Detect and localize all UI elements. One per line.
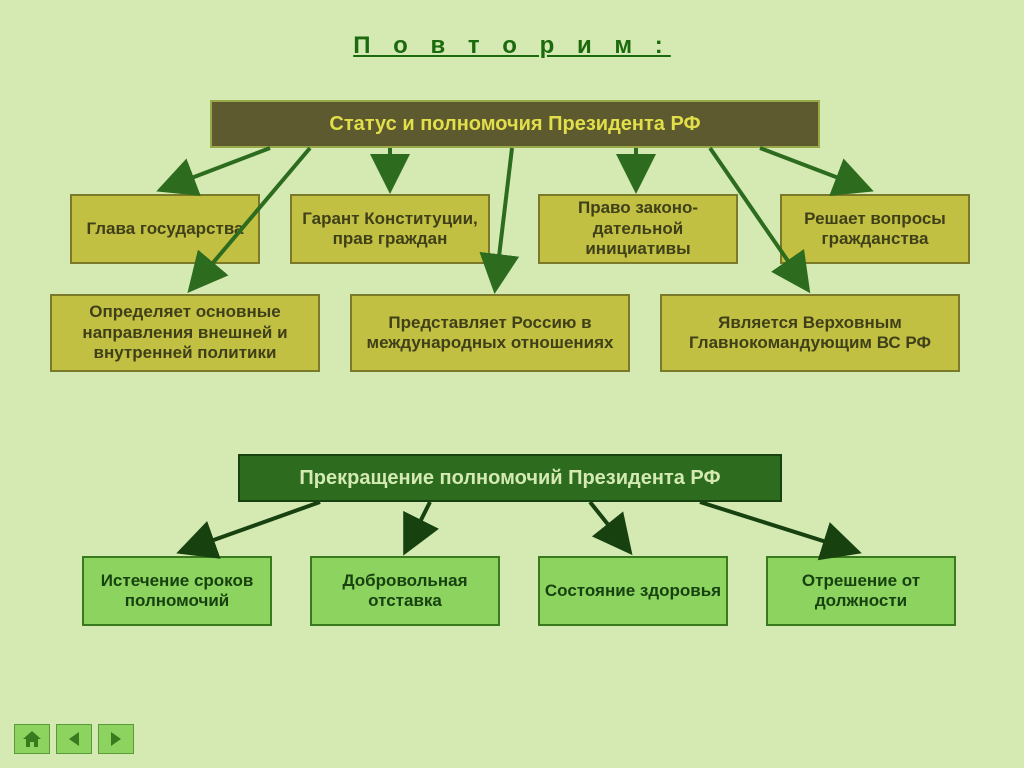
home-icon [21,729,43,749]
nav-controls [14,724,134,754]
status-box-commander: Является Верховным Главнокомандующим ВС … [660,294,960,372]
arrow-right-icon [107,730,125,748]
nav-home-button[interactable] [14,724,50,754]
nav-next-button[interactable] [98,724,134,754]
section1-header: Статус и полномочия Президента РФ [210,100,820,148]
slide-title: П о в т о р и м : [0,0,1024,80]
term-box-removal: Отрешение от должности [766,556,956,626]
status-box-international: Представляет Россию в международных отно… [350,294,630,372]
status-box-policy-directions: Определяет основные направления внешней … [50,294,320,372]
nav-prev-button[interactable] [56,724,92,754]
arrow-left-icon [65,730,83,748]
term-box-health: Состояние здоровья [538,556,728,626]
status-box-head-of-state: Глава государства [70,194,260,264]
term-box-expiration: Истечение сроков полномочий [82,556,272,626]
status-box-constitution-guarantor: Гарант Конституции, прав граждан [290,194,490,264]
section2-header: Прекращение полномочий Президента РФ [238,454,782,502]
status-box-legislative-initiative: Право законо-дательной инициативы [538,194,738,264]
term-box-resignation: Добровольная отставка [310,556,500,626]
status-box-citizenship: Решает вопросы гражданства [780,194,970,264]
